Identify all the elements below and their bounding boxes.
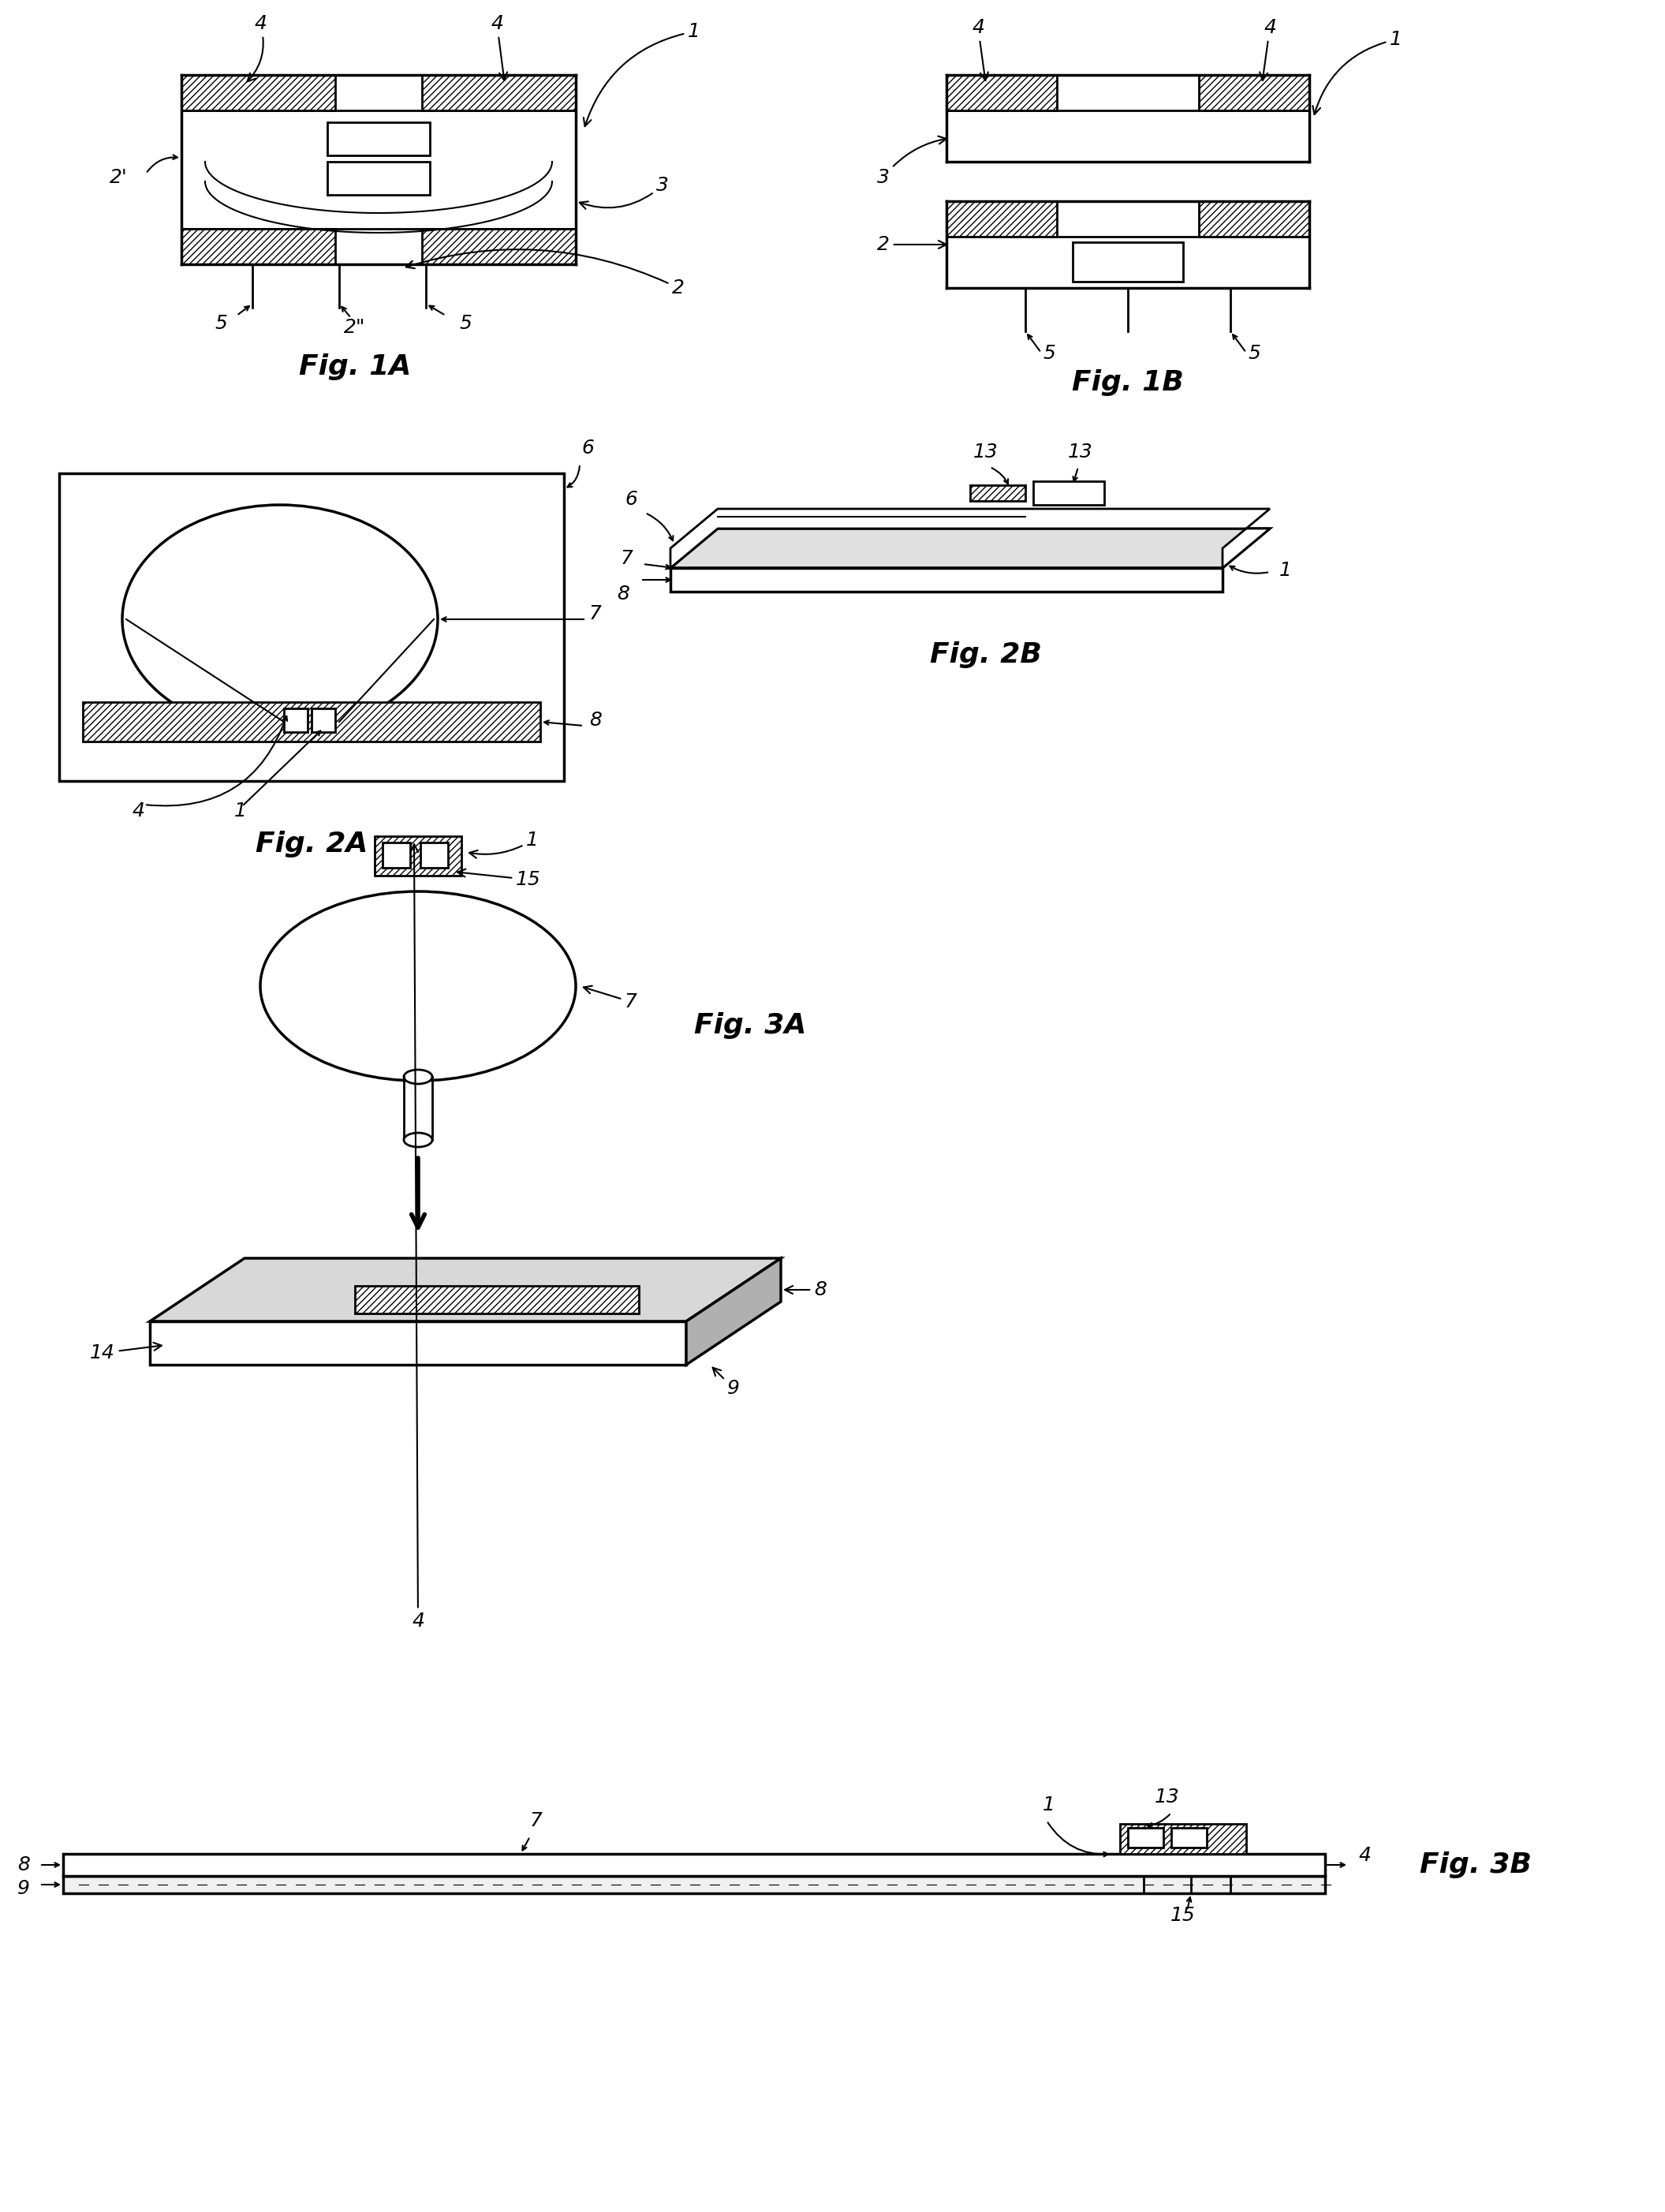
Ellipse shape bbox=[405, 1133, 433, 1148]
Bar bbox=[181, 75, 335, 111]
Text: 1: 1 bbox=[1042, 1796, 1056, 1814]
Text: 13: 13 bbox=[1156, 1787, 1180, 1807]
Text: Fig. 1A: Fig. 1A bbox=[298, 354, 411, 380]
Text: 4: 4 bbox=[410, 845, 425, 1630]
Text: 5: 5 bbox=[1247, 343, 1260, 363]
Text: 13: 13 bbox=[974, 442, 999, 462]
Text: 1: 1 bbox=[1312, 31, 1402, 115]
Polygon shape bbox=[671, 529, 1270, 568]
Polygon shape bbox=[686, 1259, 781, 1365]
Bar bbox=[383, 843, 410, 867]
Text: Fig. 3A: Fig. 3A bbox=[694, 1013, 806, 1040]
Bar bbox=[421, 75, 576, 111]
Bar bbox=[1121, 1825, 1245, 1854]
Bar bbox=[1170, 1827, 1207, 1847]
Text: 7: 7 bbox=[589, 604, 601, 624]
Bar bbox=[63, 1876, 1325, 1893]
Bar bbox=[60, 473, 564, 781]
Text: 5: 5 bbox=[1042, 343, 1056, 363]
Text: 8: 8 bbox=[589, 710, 601, 730]
Text: 8: 8 bbox=[784, 1281, 826, 1298]
Polygon shape bbox=[671, 509, 1270, 568]
Bar bbox=[1199, 201, 1309, 237]
Bar bbox=[63, 1854, 1325, 1876]
Text: 4: 4 bbox=[491, 13, 508, 80]
Text: 8: 8 bbox=[17, 1856, 30, 1874]
Text: 4: 4 bbox=[972, 18, 987, 80]
Text: 2": 2" bbox=[345, 319, 366, 336]
Text: Fig. 2B: Fig. 2B bbox=[931, 641, 1042, 668]
Bar bbox=[285, 708, 308, 732]
Text: 7: 7 bbox=[529, 1812, 543, 1829]
Bar bbox=[946, 75, 1057, 111]
Text: 6: 6 bbox=[581, 438, 594, 458]
Bar bbox=[328, 122, 430, 155]
Text: 7: 7 bbox=[621, 549, 633, 568]
Text: 6: 6 bbox=[624, 489, 638, 509]
Text: 1: 1 bbox=[235, 801, 246, 821]
Text: 5: 5 bbox=[460, 314, 471, 332]
Text: 4: 4 bbox=[248, 13, 266, 82]
Text: 4: 4 bbox=[132, 801, 145, 821]
Bar bbox=[83, 701, 539, 741]
Text: 13: 13 bbox=[1067, 442, 1094, 462]
Bar bbox=[420, 843, 448, 867]
Bar bbox=[1034, 482, 1104, 504]
Bar bbox=[1072, 241, 1184, 281]
Text: 3: 3 bbox=[579, 177, 669, 208]
Text: 14: 14 bbox=[90, 1343, 162, 1363]
Bar bbox=[1127, 1827, 1164, 1847]
Text: Fig. 3B: Fig. 3B bbox=[1420, 1851, 1532, 1878]
Text: 1: 1 bbox=[1279, 562, 1292, 580]
Ellipse shape bbox=[405, 1071, 433, 1084]
Bar bbox=[946, 201, 1057, 237]
Ellipse shape bbox=[122, 504, 438, 734]
Text: 7: 7 bbox=[583, 987, 638, 1011]
Text: 15: 15 bbox=[458, 869, 541, 889]
Text: 2: 2 bbox=[406, 250, 684, 296]
Bar bbox=[421, 228, 576, 263]
Ellipse shape bbox=[260, 891, 576, 1082]
Polygon shape bbox=[150, 1321, 686, 1365]
Text: 3: 3 bbox=[877, 137, 946, 188]
Text: 9: 9 bbox=[17, 1880, 30, 1898]
Text: 4: 4 bbox=[1359, 1847, 1370, 1865]
Bar bbox=[375, 836, 461, 876]
Text: 8: 8 bbox=[616, 584, 629, 604]
Text: 5: 5 bbox=[215, 314, 226, 332]
Text: 15: 15 bbox=[1170, 1907, 1195, 1924]
Text: 2': 2' bbox=[110, 168, 127, 188]
Text: Fig. 1B: Fig. 1B bbox=[1072, 369, 1184, 396]
Bar bbox=[181, 228, 335, 263]
Text: 1: 1 bbox=[470, 832, 539, 858]
Text: Fig. 2A: Fig. 2A bbox=[255, 832, 368, 858]
Bar bbox=[311, 708, 335, 732]
Bar bbox=[971, 484, 1026, 500]
Text: 9: 9 bbox=[713, 1367, 739, 1398]
Bar bbox=[328, 161, 430, 195]
Polygon shape bbox=[671, 568, 1222, 591]
Text: 2: 2 bbox=[877, 234, 946, 254]
Text: 1: 1 bbox=[583, 22, 701, 126]
Bar bbox=[1199, 75, 1309, 111]
Text: 4: 4 bbox=[1260, 18, 1275, 80]
Bar bbox=[355, 1285, 639, 1314]
Polygon shape bbox=[150, 1259, 781, 1321]
